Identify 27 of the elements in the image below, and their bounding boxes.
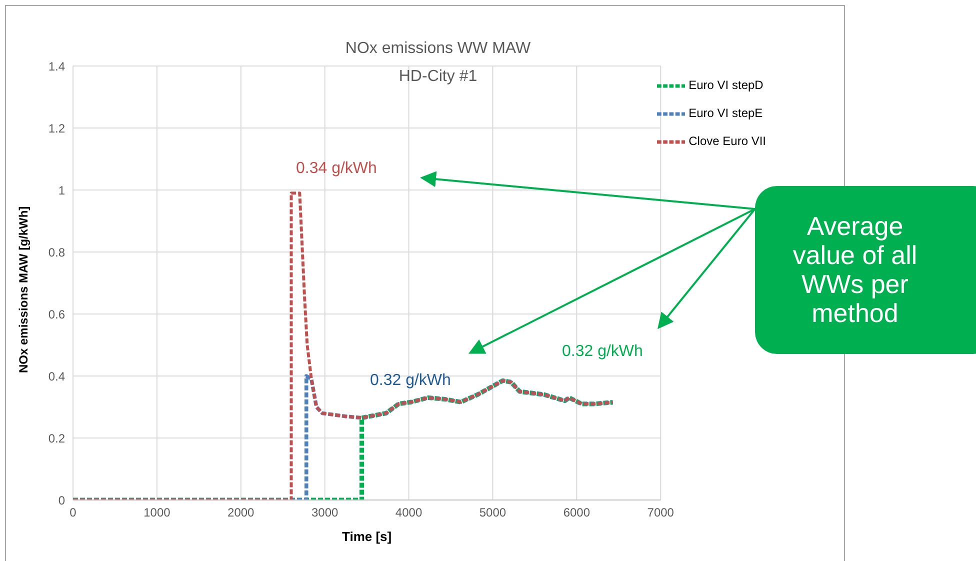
y-tick-label: 0 <box>58 493 66 508</box>
x-axis-title: Time [s] <box>342 529 392 544</box>
annotation: 0.32 g/kWh <box>370 372 451 390</box>
legend-label: Euro VI stepD <box>688 78 764 92</box>
y-tick-label: 1 <box>58 183 66 198</box>
x-tick-label: 5000 <box>479 506 506 520</box>
x-tick-label: 2000 <box>228 506 255 520</box>
x-tick-label: 3000 <box>311 506 339 520</box>
x-tick-label: 0 <box>70 506 77 520</box>
y-tick-label: 1.4 <box>48 59 66 74</box>
x-tick-label: 7000 <box>647 506 674 520</box>
chart-title: NOx emissions WW MAW <box>344 40 532 58</box>
y-tick-label: 0.6 <box>48 307 66 322</box>
y-tick-label: 0.4 <box>48 369 66 384</box>
y-tick-label: 0.2 <box>48 431 66 446</box>
y-tick-label: 0.8 <box>48 245 66 260</box>
y-axis-title: NOx emissions MAW [g/kWh] <box>16 206 30 373</box>
annotation: 0.34 g/kWh <box>296 160 377 178</box>
legend-label: Euro VI stepE <box>688 106 763 120</box>
x-tick-label: 4000 <box>395 506 422 520</box>
y-tick-label: 1.2 <box>48 121 66 136</box>
chart-subtitle: HD-City #1 <box>398 68 478 85</box>
x-tick-label: 6000 <box>563 506 590 520</box>
legend-label: Clove Euro VII <box>688 134 766 148</box>
x-tick-label: 1000 <box>144 506 171 520</box>
annotation: 0.32 g/kWh <box>562 343 643 361</box>
callout-box: Average value of all WWs per method <box>755 186 976 354</box>
